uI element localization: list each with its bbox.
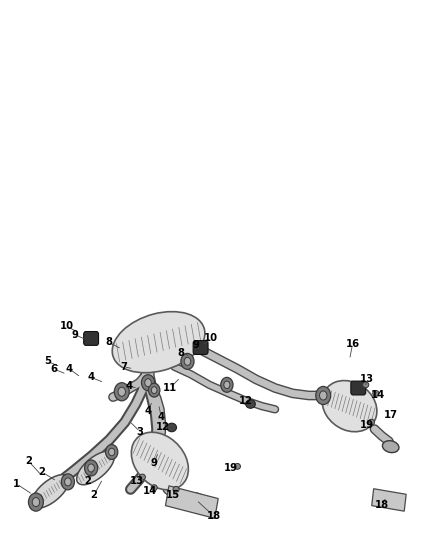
- Ellipse shape: [322, 381, 377, 432]
- Ellipse shape: [363, 382, 369, 388]
- Text: 8: 8: [105, 337, 112, 347]
- Text: 10: 10: [60, 321, 74, 331]
- Circle shape: [85, 460, 98, 476]
- Circle shape: [28, 493, 43, 511]
- Text: 8: 8: [177, 348, 184, 358]
- Text: 19: 19: [360, 421, 374, 430]
- Ellipse shape: [368, 419, 374, 425]
- Polygon shape: [166, 486, 218, 519]
- Circle shape: [65, 478, 71, 486]
- Text: 14: 14: [143, 487, 157, 496]
- Circle shape: [148, 383, 160, 397]
- Ellipse shape: [373, 390, 379, 397]
- Text: 1: 1: [13, 479, 20, 489]
- Text: 9: 9: [151, 458, 158, 467]
- Text: 2: 2: [38, 467, 45, 477]
- Text: 5: 5: [44, 357, 51, 366]
- FancyBboxPatch shape: [84, 332, 99, 345]
- Text: 10: 10: [204, 334, 218, 343]
- Circle shape: [184, 357, 191, 366]
- Polygon shape: [372, 489, 406, 511]
- Circle shape: [181, 353, 194, 369]
- Text: 11: 11: [163, 383, 177, 393]
- Circle shape: [145, 378, 152, 387]
- Circle shape: [88, 464, 94, 472]
- Text: 6: 6: [50, 364, 57, 374]
- Circle shape: [109, 448, 115, 456]
- Text: 2: 2: [25, 456, 32, 466]
- Text: 2: 2: [91, 490, 98, 499]
- Ellipse shape: [139, 474, 145, 480]
- Text: 13: 13: [360, 375, 374, 384]
- Circle shape: [141, 375, 155, 391]
- Text: 14: 14: [371, 391, 385, 400]
- Ellipse shape: [186, 492, 207, 507]
- Text: 9: 9: [72, 330, 79, 340]
- Circle shape: [221, 377, 233, 392]
- Text: 12: 12: [156, 423, 170, 432]
- Text: 4: 4: [88, 373, 95, 382]
- Text: 3: 3: [137, 427, 144, 437]
- Ellipse shape: [234, 463, 240, 470]
- Text: 7: 7: [120, 362, 127, 372]
- Ellipse shape: [32, 475, 69, 508]
- Text: 16: 16: [346, 339, 360, 349]
- Text: 4: 4: [158, 412, 165, 422]
- Text: 2: 2: [84, 476, 91, 486]
- Text: 12: 12: [239, 396, 253, 406]
- Ellipse shape: [173, 486, 179, 492]
- Circle shape: [32, 498, 40, 506]
- Text: 9: 9: [193, 341, 200, 350]
- Circle shape: [151, 387, 157, 393]
- FancyBboxPatch shape: [351, 381, 366, 395]
- Circle shape: [61, 474, 74, 490]
- Circle shape: [114, 383, 129, 401]
- Circle shape: [106, 445, 118, 459]
- Circle shape: [319, 391, 327, 400]
- Circle shape: [118, 387, 126, 397]
- Ellipse shape: [246, 400, 255, 408]
- Text: 18: 18: [375, 500, 389, 510]
- Ellipse shape: [131, 432, 188, 490]
- Ellipse shape: [382, 441, 399, 453]
- Ellipse shape: [167, 423, 177, 432]
- Text: 17: 17: [384, 410, 398, 419]
- FancyBboxPatch shape: [193, 341, 208, 354]
- Text: 15: 15: [166, 490, 180, 499]
- Text: 18: 18: [207, 511, 221, 521]
- Text: 19: 19: [224, 463, 238, 473]
- Circle shape: [316, 386, 331, 405]
- Text: 13: 13: [130, 476, 144, 486]
- Text: 4: 4: [145, 407, 152, 416]
- Ellipse shape: [151, 485, 157, 490]
- Ellipse shape: [112, 312, 205, 373]
- Text: 4: 4: [66, 364, 73, 374]
- Ellipse shape: [77, 451, 114, 484]
- Text: 4: 4: [126, 382, 133, 391]
- Circle shape: [224, 381, 230, 389]
